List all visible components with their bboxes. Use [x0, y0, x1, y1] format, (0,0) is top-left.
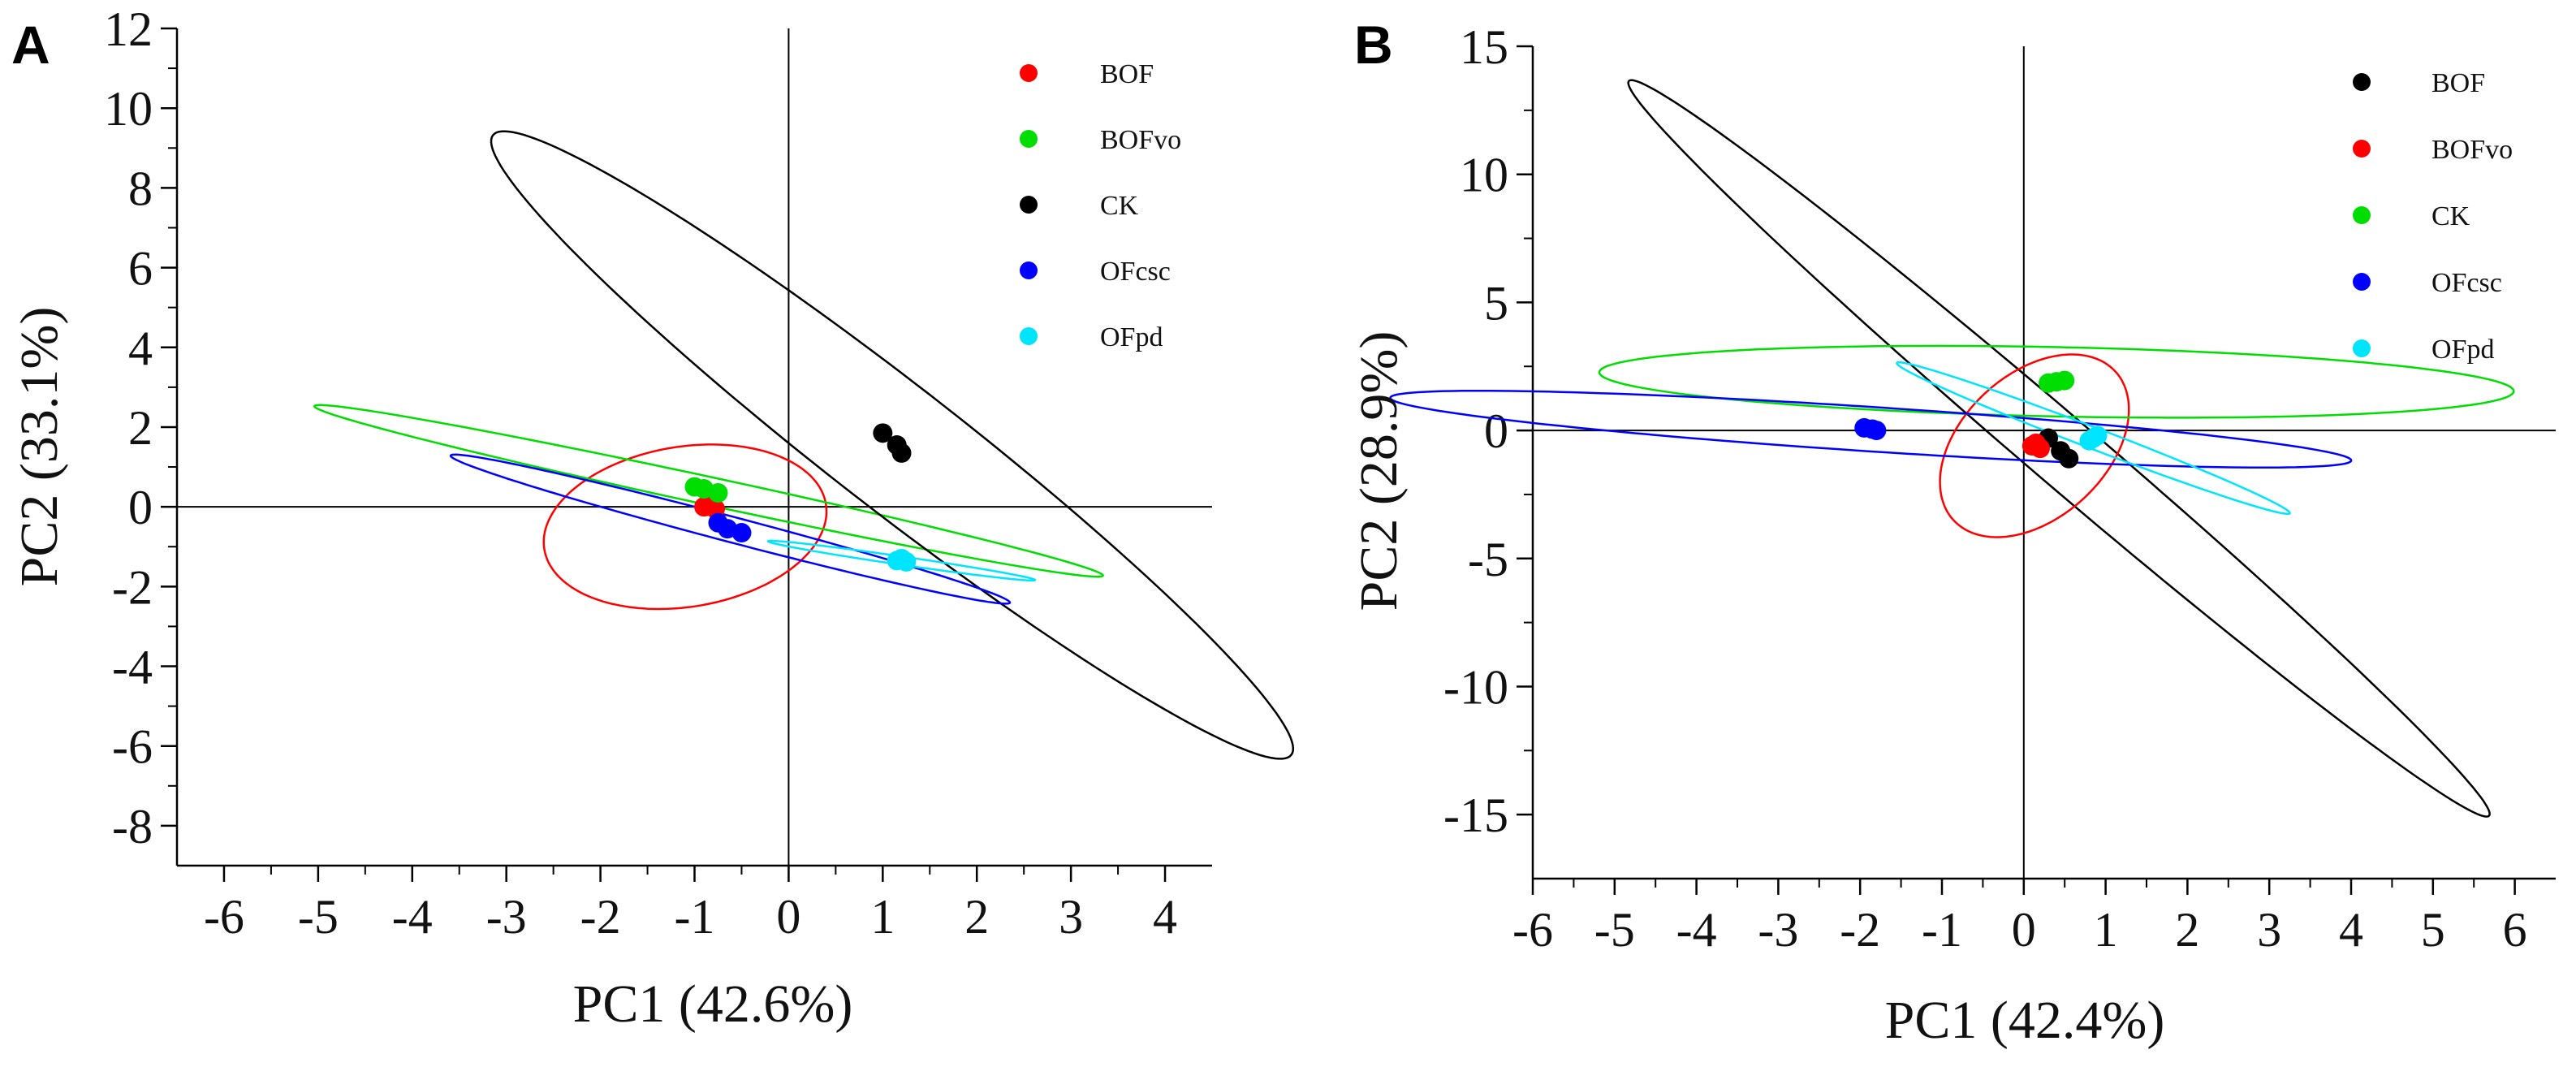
panel-a-point-ck: [891, 443, 912, 463]
panel-b-x-tick-label: 6: [2503, 903, 2527, 957]
panel-a-legend-label-ck: CK: [1100, 191, 1139, 221]
panel-a-legend-label-bofvo: BOFvo: [1100, 125, 1181, 155]
panel-b-x-tick-label: 2: [2175, 903, 2199, 957]
panel-b-x-tick-label: 1: [2094, 903, 2118, 957]
panel-b: B -6 -5 -4 -3 -2 -1 0 1 2 3 4 5 6-15-10-5051015BOFBO…: [1349, 15, 2556, 1050]
panel-a-legend-label-ofpd: OFpd: [1100, 322, 1163, 352]
panel-a-y-tick-label: 4: [128, 322, 153, 375]
panel-b-legend-label-ck: CK: [2431, 201, 2470, 231]
panel-a-legend-marker-bofvo: [1020, 130, 1038, 148]
panel-b-y-tick-label: 10: [1460, 149, 1508, 202]
panel-a-y-tick-label: 2: [128, 401, 153, 455]
panel-b-legend-label-bof: BOF: [2431, 68, 2485, 98]
panel-a-point-ofpd: [887, 551, 907, 571]
panel-a-x-tick-label: -2: [580, 890, 621, 944]
panel-b-legend-label-ofpd: OFpd: [2431, 335, 2494, 365]
panel-b-ellipse-ofpd: [1896, 361, 2291, 516]
panel-b-point-bof: [2059, 448, 2079, 469]
panel-a-y-tick-label: -4: [112, 641, 153, 694]
panel-a-x-tick-label: 1: [870, 890, 895, 944]
panel-a-ellipse-ofcsc: [449, 453, 1012, 605]
panel-a-legend-marker-bof: [1020, 64, 1038, 82]
panel-a-y-tick-label: -8: [112, 800, 153, 853]
panel-a-x-tick-label: -3: [486, 890, 527, 944]
panel-a-y-tick-label: 0: [128, 481, 153, 534]
panel-b-point-ck: [2055, 370, 2075, 391]
panel-b-y-tick-label: -15: [1443, 788, 1508, 842]
panel-b-y-tick-label: 5: [1484, 276, 1508, 330]
panel-b-x-tick-label: 3: [2257, 903, 2281, 957]
panel-a-point-ck: [873, 423, 893, 443]
panel-b-point-bofvo: [2022, 436, 2042, 456]
panel-a-xlabel: PC1 (42.6%): [573, 974, 853, 1034]
panel-a-legend-label-ofcsc: OFcsc: [1100, 257, 1171, 287]
panel-a: A -6 -5 -4 -3 -2 -1 0 1 2 3 4-8-6-4-2024681012BOFB…: [10, 2, 1295, 1034]
panel-b-legend-marker-ofcsc: [2353, 273, 2371, 291]
panel-b-point-ofcsc: [1866, 421, 1887, 441]
panel-a-ellipse-bofvo: [313, 404, 1104, 578]
panel-a-y-tick-label: 10: [104, 82, 153, 136]
panel-b-x-tick-label: 5: [2421, 903, 2445, 957]
panel-b-ellipse-bofvo: [1939, 353, 2130, 538]
panel-b-plot: -6 -5 -4 -3 -2 -1 0 1 2 3 4 5 6-15-10-5051015BOFBOFv…: [1389, 20, 2556, 957]
panel-b-x-tick-label: 4: [2339, 903, 2363, 957]
panel-a-x-tick-label: -1: [675, 890, 715, 944]
panel-b-x-tick-label: -6: [1512, 903, 1553, 957]
panel-b-y-tick-label: -5: [1468, 533, 1508, 586]
panel-a-y-tick-label: 6: [128, 242, 153, 296]
panel-b-legend-label-bofvo: BOFvo: [2431, 135, 2513, 165]
panel-b-y-tick-label: 0: [1484, 404, 1508, 458]
panel-b-letter: B: [1354, 15, 1393, 75]
panel-a-x-tick-label: 0: [776, 890, 800, 944]
panel-b-x-tick-label: -5: [1594, 903, 1635, 957]
panel-b-x-tick-label: -4: [1676, 903, 1717, 957]
panel-a-ellipse-ofpd: [766, 539, 1037, 582]
panel-a-x-tick-label: -5: [298, 890, 339, 944]
panel-a-point-ofcsc: [731, 523, 752, 543]
panel-a-y-tick-label: 8: [128, 162, 153, 215]
panel-b-x-tick-label: -1: [1922, 903, 1962, 957]
panel-b-legend-label-ofcsc: OFcsc: [2431, 268, 2502, 298]
panel-a-legend-marker-ofpd: [1020, 327, 1038, 345]
panel-a-x-tick-label: 2: [964, 890, 989, 944]
panel-a-legend-marker-ck: [1020, 196, 1038, 214]
panel-b-xlabel: PC1 (42.4%): [1885, 991, 2165, 1050]
panel-a-legend-marker-ofcsc: [1020, 261, 1038, 279]
panel-a-y-tick-label: -2: [112, 560, 153, 614]
panel-a-x-tick-label: 4: [1153, 890, 1177, 944]
panel-a-legend-label-bof: BOF: [1100, 59, 1154, 89]
panel-a-letter: A: [11, 15, 50, 75]
panel-b-x-tick-label: -2: [1840, 903, 1880, 957]
panel-a-ellipse-ck: [490, 130, 1295, 760]
panel-a-x-tick-label: 3: [1059, 890, 1083, 944]
panel-b-ellipse-bof: [1627, 79, 2491, 818]
panel-b-y-tick-label: -10: [1443, 660, 1508, 714]
panel-a-y-tick-label: 12: [104, 2, 153, 56]
panel-a-plot: -6 -5 -4 -3 -2 -1 0 1 2 3 4-8-6-4-2024681012BOFBOF…: [104, 2, 1295, 944]
panel-b-legend-marker-bof: [2353, 73, 2371, 91]
panel-a-y-tick-label: -6: [112, 720, 153, 774]
panel-b-ellipse-ofcsc: [1389, 389, 2353, 469]
panel-a-point-bofvo: [708, 482, 728, 503]
panel-b-x-tick-label: -3: [1758, 903, 1798, 957]
panel-a-point-bof: [694, 497, 714, 517]
panel-b-legend-marker-ck: [2353, 206, 2371, 224]
panel-b-ylabel: PC2 (28.9%): [1349, 331, 1409, 611]
panel-b-legend-marker-ofpd: [2353, 339, 2371, 357]
panel-b-x-tick-label: 0: [2012, 903, 2036, 957]
panel-b-y-tick-label: 15: [1460, 20, 1508, 74]
panel-b-point-ofpd: [2083, 428, 2104, 448]
panel-a-ylabel: PC2 (33.1%): [10, 307, 69, 587]
panel-a-x-tick-label: -4: [392, 890, 433, 944]
panel-b-ellipse-ck: [1598, 344, 2515, 419]
panel-b-legend-marker-bofvo: [2353, 140, 2371, 158]
panel-a-ellipse-bof: [542, 443, 828, 611]
panel-a-x-tick-label: -6: [204, 890, 244, 944]
